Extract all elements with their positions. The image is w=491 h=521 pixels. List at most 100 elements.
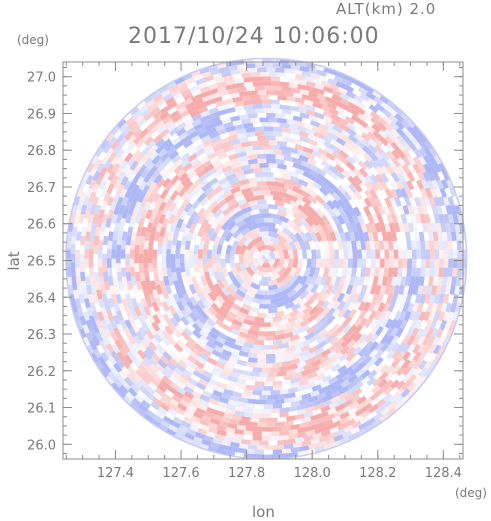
y-tick-label: 26.7	[27, 181, 56, 196]
field-cell	[379, 285, 387, 296]
field-cell	[290, 64, 301, 71]
field-cell	[168, 375, 179, 385]
field-cell	[118, 137, 128, 148]
field-cell	[344, 231, 351, 242]
field-cell	[357, 301, 367, 312]
field-cell	[134, 188, 143, 199]
field-cell	[245, 448, 256, 455]
field-cell	[304, 209, 314, 220]
field-cell	[435, 285, 442, 296]
field-cell	[254, 194, 265, 201]
field-cell	[167, 292, 176, 303]
field-cell	[377, 378, 388, 389]
field-cell	[243, 215, 254, 224]
field-cell	[106, 249, 112, 259]
field-cell	[331, 94, 342, 103]
field-cell	[263, 294, 274, 300]
field-cell	[373, 196, 383, 208]
field-cell	[345, 155, 356, 165]
field-cell	[185, 101, 196, 110]
field-cell	[70, 244, 76, 255]
field-cell	[373, 137, 384, 147]
field-cell	[238, 397, 249, 404]
field-cell	[220, 180, 231, 190]
field-cell	[252, 258, 260, 269]
field-cell	[191, 395, 202, 404]
field-cell	[223, 169, 235, 178]
field-cell	[331, 215, 341, 226]
field-cell	[341, 240, 348, 251]
field-cell	[261, 81, 272, 86]
field-cell	[374, 150, 384, 161]
field-cell	[223, 388, 234, 396]
field-cell	[314, 88, 325, 96]
field-cell	[414, 276, 420, 287]
field-cell	[272, 108, 283, 114]
field-cell	[418, 276, 425, 287]
field-cell	[254, 126, 265, 132]
field-cell	[263, 404, 274, 409]
field-cell	[198, 172, 209, 182]
field-cell	[226, 293, 237, 303]
field-cell	[148, 213, 157, 224]
field-cell	[376, 276, 384, 287]
field-cell	[272, 403, 283, 409]
field-cell	[224, 231, 234, 242]
field-cell	[322, 423, 333, 432]
field-cell	[198, 378, 209, 387]
field-cell	[140, 297, 148, 308]
field-cell	[241, 72, 251, 79]
field-cell	[312, 432, 323, 440]
field-cell	[95, 331, 104, 342]
field-cell	[194, 343, 205, 353]
field-cell	[115, 293, 123, 304]
field-cell	[303, 267, 311, 278]
field-cell	[304, 231, 313, 242]
field-cell	[436, 179, 444, 190]
field-cell	[234, 82, 245, 89]
field-cell	[296, 173, 307, 182]
field-cell	[143, 413, 154, 423]
field-cell	[135, 368, 145, 379]
field-cell	[157, 244, 163, 255]
field-cell	[351, 420, 362, 429]
field-cell	[132, 128, 143, 138]
field-cell	[103, 302, 111, 313]
field-cell	[120, 175, 129, 187]
field-cell	[238, 285, 249, 295]
field-cell	[375, 398, 386, 408]
field-cell	[194, 318, 205, 329]
field-cell	[225, 244, 233, 255]
field-cell	[150, 401, 161, 411]
field-cell	[371, 89, 382, 99]
field-cell	[393, 310, 402, 321]
field-cell	[288, 232, 298, 243]
field-cell	[247, 398, 258, 405]
field-cell	[117, 335, 126, 346]
field-cell	[283, 233, 293, 244]
field-cell	[325, 315, 336, 325]
field-cell	[127, 302, 136, 313]
field-cell	[331, 69, 343, 78]
field-cell	[316, 173, 327, 183]
field-cell	[234, 433, 245, 440]
field-cell	[351, 293, 360, 304]
field-cell	[116, 262, 122, 273]
field-cell	[79, 178, 87, 189]
field-cell	[365, 124, 376, 134]
field-cell	[103, 315, 111, 326]
field-cell	[268, 258, 276, 267]
field-cell	[252, 167, 263, 174]
field-cell	[115, 133, 126, 144]
field-cell	[140, 338, 150, 349]
field-cell	[304, 275, 313, 286]
field-cell	[396, 358, 406, 369]
field-cell	[342, 78, 353, 87]
field-cell	[157, 383, 168, 393]
field-cell	[281, 448, 292, 454]
field-cell	[350, 360, 361, 370]
field-cell	[350, 222, 358, 233]
field-cell	[429, 319, 438, 330]
field-cell	[263, 363, 274, 368]
field-cell	[109, 200, 118, 211]
